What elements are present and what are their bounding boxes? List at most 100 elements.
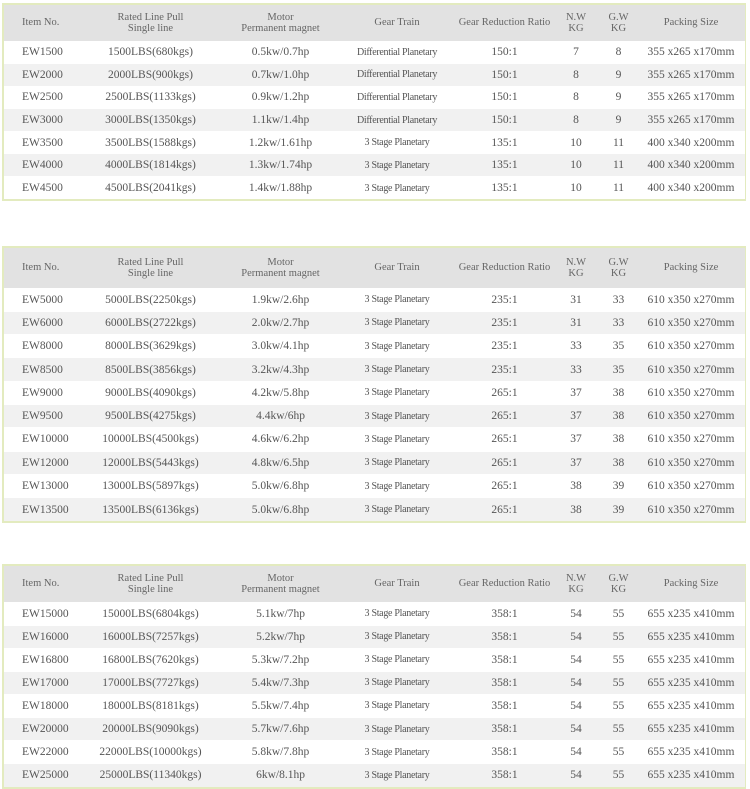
cell-ratio: 358:1	[457, 601, 552, 626]
cell-nw: 37	[552, 403, 600, 428]
cell-pull: 4000LBS(1814kgs)	[77, 153, 224, 177]
header-ratio: Gear Reduction Ratio	[457, 566, 552, 602]
cell-gw: 55	[600, 601, 637, 626]
header-pull: Rated Line Pull Single line	[77, 5, 224, 41]
cell-item: EW8000	[4, 334, 77, 358]
cell-ratio: 150:1	[457, 108, 552, 132]
table-row: EW6000 6000LBS(2722kgs) 2.0kw/2.7hp 3 Stage…	[4, 310, 745, 335]
cell-item: EW4500	[4, 176, 77, 200]
cell-ratio: 358:1	[457, 647, 552, 672]
header-gear: Gear Train	[337, 248, 457, 288]
cell-packing: 610 x350 x270mm	[637, 357, 745, 382]
cell-nw: 54	[552, 740, 600, 764]
cell-packing: 610 x350 x270mm	[637, 497, 745, 521]
header-motor: Motor Permanent magnet	[224, 5, 337, 41]
cell-gw: 39	[600, 473, 637, 498]
cell-gw: 39	[600, 497, 637, 521]
cell-gw: 9	[600, 63, 637, 87]
table-row: EW2500 2500LBS(1133kgs) 0.9kw/1.2hp Differe…	[4, 85, 745, 109]
table-row: EW20000 20000LBS(9090kgs) 5.7kw/7.6hp 3 Sta…	[4, 716, 745, 741]
cell-packing: 655 x235 x410mm	[637, 670, 745, 695]
cell-item: EW5000	[4, 287, 77, 312]
cell-nw: 54	[552, 624, 600, 649]
cell-gw: 8	[600, 40, 637, 64]
table-row: EW15000 15000LBS(6804kgs) 5.1kw/7hp 3 Stage…	[4, 601, 745, 626]
cell-motor: 1.4kw/1.88hp	[224, 176, 337, 200]
cell-pull: 25000LBS(11340kgs)	[77, 763, 224, 787]
cell-gw: 35	[600, 357, 637, 382]
cell-ratio: 265:1	[457, 450, 552, 475]
cell-packing: 655 x235 x410mm	[637, 693, 745, 718]
cell-motor: 5.5kw/7.4hp	[224, 693, 337, 718]
cell-motor: 1.3kw/1.74hp	[224, 153, 337, 177]
cell-ratio: 150:1	[457, 85, 552, 109]
cell-motor: 5.4kw/7.3hp	[224, 670, 337, 695]
cell-pull: 6000LBS(2722kgs)	[77, 310, 224, 335]
cell-ratio: 235:1	[457, 334, 552, 358]
cell-gw: 55	[600, 647, 637, 672]
cell-gear: 3 Stage Planetary	[337, 357, 457, 382]
cell-pull: 18000LBS(8181kgs)	[77, 693, 224, 718]
header-pull: Rated Line Pull Single line	[77, 248, 224, 288]
cell-packing: 655 x235 x410mm	[637, 740, 745, 764]
cell-item: EW3000	[4, 108, 77, 132]
cell-packing: 655 x235 x410mm	[637, 763, 745, 787]
cell-motor: 5.0kw/6.8hp	[224, 473, 337, 498]
cell-pull: 13500LBS(6136kgs)	[77, 497, 224, 521]
cell-pull: 17000LBS(7727kgs)	[77, 670, 224, 695]
cell-motor: 0.5kw/0.7hp	[224, 40, 337, 64]
cell-gw: 55	[600, 624, 637, 649]
cell-gear: 3 Stage Planetary	[337, 427, 457, 452]
cell-motor: 5.7kw/7.6hp	[224, 716, 337, 741]
cell-ratio: 265:1	[457, 427, 552, 452]
cell-gear: 3 Stage Planetary	[337, 647, 457, 672]
table-row: EW17000 17000LBS(7727kgs) 5.4kw/7.3hp 3 Sta…	[4, 670, 745, 695]
header-item: Item No.	[4, 566, 77, 602]
cell-gear: Differential Planetary	[337, 40, 457, 64]
header-nw: N.W KG	[552, 5, 600, 41]
cell-pull: 12000LBS(5443kgs)	[77, 450, 224, 475]
cell-motor: 4.8kw/6.5hp	[224, 450, 337, 475]
cell-nw: 37	[552, 427, 600, 452]
cell-gear: 3 Stage Planetary	[337, 740, 457, 764]
cell-ratio: 135:1	[457, 153, 552, 177]
cell-pull: 8000LBS(3629kgs)	[77, 334, 224, 358]
cell-gw: 11	[600, 130, 637, 154]
cell-packing: 400 x340 x200mm	[637, 153, 745, 177]
cell-pull: 1500LBS(680kgs)	[77, 40, 224, 64]
header-packing: Packing Size	[637, 566, 745, 602]
cell-pull: 4500LBS(2041kgs)	[77, 176, 224, 200]
cell-motor: 5.8kw/7.8hp	[224, 740, 337, 764]
header-gear: Gear Train	[337, 5, 457, 41]
table-row: EW3500 3500LBS(1588kgs) 1.2kw/1.61hp 3 Stag…	[4, 130, 745, 154]
header-gw: G.W KG	[600, 5, 637, 41]
cell-gear: 3 Stage Planetary	[337, 450, 457, 475]
cell-ratio: 135:1	[457, 130, 552, 154]
header-packing: Packing Size	[637, 248, 745, 288]
cell-gear: 3 Stage Planetary	[337, 763, 457, 787]
cell-packing: 610 x350 x270mm	[637, 450, 745, 475]
cell-packing: 355 x265 x170mm	[637, 40, 745, 64]
cell-ratio: 265:1	[457, 473, 552, 498]
cell-gear: 3 Stage Planetary	[337, 670, 457, 695]
cell-item: EW12000	[4, 450, 77, 475]
header-row: Item No. Rated Line Pull Single line Moto…	[4, 248, 745, 288]
header-gear: Gear Train	[337, 566, 457, 602]
cell-item: EW2500	[4, 85, 77, 109]
table-row: EW10000 10000LBS(4500kgs) 4.6kw/6.2hp 3 Sta…	[4, 427, 745, 452]
header-item: Item No.	[4, 5, 77, 41]
cell-ratio: 235:1	[457, 357, 552, 382]
cell-nw: 7	[552, 40, 600, 64]
cell-gear: 3 Stage Planetary	[337, 403, 457, 428]
header-nw: N.W KG	[552, 566, 600, 602]
cell-nw: 8	[552, 85, 600, 109]
table-row: EW2000 2000LBS(900kgs) 0.7kw/1.0hp Differen…	[4, 63, 745, 87]
cell-packing: 610 x350 x270mm	[637, 334, 745, 358]
cell-ratio: 235:1	[457, 287, 552, 312]
header-packing: Packing Size	[637, 5, 745, 41]
cell-pull: 13000LBS(5897kgs)	[77, 473, 224, 498]
cell-motor: 5.2kw/7hp	[224, 624, 337, 649]
cell-ratio: 358:1	[457, 716, 552, 741]
cell-gear: 3 Stage Planetary	[337, 624, 457, 649]
cell-gear: Differential Planetary	[337, 108, 457, 132]
